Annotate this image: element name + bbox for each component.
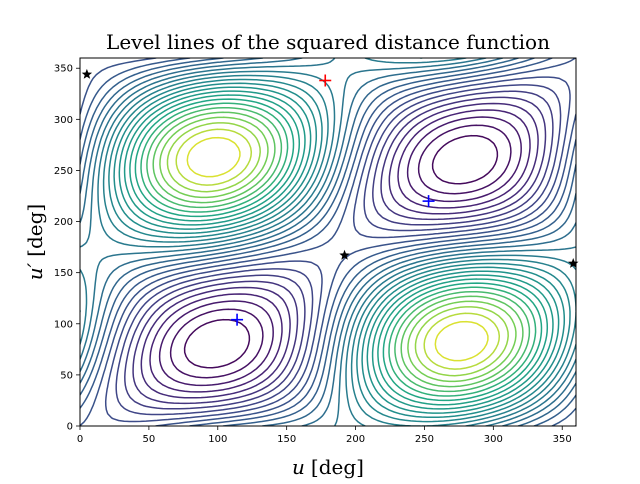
y-axis-ticks: 0 50 100 150 200 250 300 350 [54,64,80,433]
black-star-marker [568,258,579,268]
y-tick-label: 100 [54,319,73,330]
chart-title: Level lines of the squared distance func… [106,30,550,54]
contour-level-line [175,128,501,370]
black-star-marker [339,249,350,260]
y-tick-label: 0 [67,422,73,433]
contour-level-line [159,116,517,383]
contour-level-line [146,106,531,393]
x-tick-label: 150 [277,434,296,445]
contour-level-line [152,111,524,388]
contour-level-line [80,58,576,426]
contour-level-line [108,78,571,423]
contour-level-line [80,58,576,426]
y-tick-label: 50 [60,370,73,381]
blue-plus-marker [422,195,435,208]
contour-level-line [186,136,489,362]
contour-level-line [124,90,554,410]
y-tick-label: 200 [54,217,73,228]
contour-level-line [80,58,576,426]
x-axis-ticks: 0 50 100 150 200 250 300 350 [77,426,572,445]
blue-plus-marker [231,313,244,326]
y-tick-label: 300 [54,115,73,126]
contour-level-line [158,116,522,387]
contour-level-line [134,98,543,402]
x-tick-label: 50 [143,434,156,445]
x-axis-unit: [deg] [311,455,364,479]
x-tick-label: 300 [484,434,503,445]
contour-level-line [123,90,554,410]
contour-level-line [80,58,576,426]
y-axis-unit: [deg] [23,204,47,257]
x-tick-label: 100 [208,434,227,445]
contour-level-line [140,102,537,397]
contour-level-line [169,124,512,379]
x-tick-label: 350 [553,434,572,445]
y-axis-var: u′ [23,262,47,280]
y-tick-label: 250 [54,166,73,177]
contour-level-line [115,84,562,416]
x-tick-label: 200 [346,434,365,445]
x-tick-label: 250 [415,434,434,445]
red-plus-marker [319,74,332,87]
markers [81,68,579,326]
plot-frame [79,57,577,427]
contour-level-line [113,82,566,419]
contour-level-line [129,94,549,406]
y-tick-label: 350 [54,64,73,75]
contour-level-line [118,86,560,414]
y-axis-label: u′ [deg] [23,204,47,280]
contour-level-line [80,58,576,426]
x-axis-label: u [deg] [292,455,364,479]
contour-level-line [149,109,531,393]
contour-level-line [140,102,539,399]
x-axis-var: u [292,455,305,479]
y-tick-label: 150 [54,268,73,279]
contour-level-line [132,96,547,405]
contour-level-line [166,122,509,377]
contour-level-line [183,134,499,369]
contour-level-line [104,76,571,423]
x-tick-label: 0 [77,434,83,445]
black-star-marker [81,68,93,79]
